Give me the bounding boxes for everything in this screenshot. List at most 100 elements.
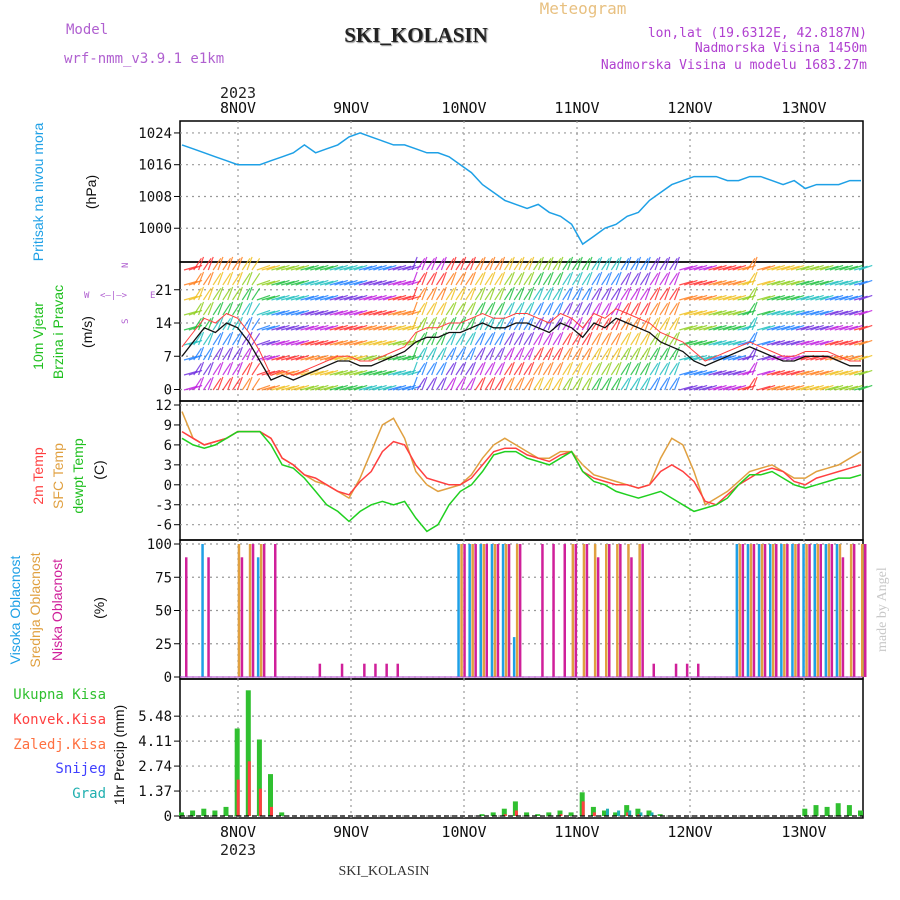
wind-arrow <box>416 302 426 316</box>
wind-arrow <box>586 331 593 346</box>
wind-arrow <box>795 310 810 316</box>
wind-arrow <box>596 316 603 331</box>
high-cloud-bar <box>780 544 783 677</box>
wind-arrow <box>484 302 494 316</box>
wind-arrow <box>518 286 525 301</box>
wind-arrow <box>329 340 344 346</box>
wind-arrow <box>344 324 358 331</box>
wind-arrow <box>547 301 554 316</box>
wind-arrow <box>853 355 868 361</box>
low-cloud-bar <box>240 557 244 677</box>
wind-arrow <box>494 272 503 286</box>
high-cloud-bar <box>824 544 828 677</box>
low-cloud-bar <box>496 544 500 677</box>
bottom-day-label: 12NOV <box>667 823 712 841</box>
wind-arrow <box>829 294 844 301</box>
wind-arrow <box>557 286 564 301</box>
wind-arrow <box>844 280 859 286</box>
wind-arrow <box>499 331 506 346</box>
mid-cloud-bar <box>582 544 586 677</box>
wind-arrow <box>839 339 854 346</box>
wind-arrow <box>202 302 212 316</box>
dewpt-line <box>181 430 862 533</box>
wind-arrow <box>285 369 300 376</box>
wind-arrow <box>664 316 671 331</box>
wind-arrow <box>440 256 447 271</box>
wind-arrow <box>649 257 659 271</box>
wind-arrow <box>567 301 574 316</box>
wind-arrow <box>295 354 310 361</box>
wind-arrow <box>853 265 868 271</box>
wind-arrow <box>479 301 486 316</box>
wind-arrow <box>436 362 445 376</box>
wind-arrow <box>236 361 243 376</box>
wind-arrow <box>746 347 756 361</box>
mid-cloud-bar <box>805 544 808 677</box>
wind-arrow <box>363 354 378 361</box>
wind-arrow <box>605 286 612 301</box>
wind-arrow <box>615 286 622 301</box>
year-top: 2023 <box>220 84 256 102</box>
wind-arrow <box>810 294 824 301</box>
wind-arrow <box>615 346 622 361</box>
wind-arrow <box>815 340 829 346</box>
wind-arrow <box>683 279 698 286</box>
wind-arrow <box>761 279 776 286</box>
wind-arrow <box>771 324 786 331</box>
wind-arrow <box>829 354 844 361</box>
wind-arrow <box>839 264 854 271</box>
wind-arrow <box>450 286 457 301</box>
wind-arrow <box>669 257 678 271</box>
bottom-day-label: 11NOV <box>554 823 599 841</box>
wind-arrow <box>630 317 639 331</box>
wind-arrow <box>300 340 315 346</box>
wind-arrow <box>649 377 659 391</box>
precip-panel-frame <box>179 678 864 819</box>
wind-arrow <box>251 302 261 316</box>
wind-arrow <box>348 340 363 346</box>
wind-arrow <box>620 317 630 331</box>
wind-arrow <box>654 361 661 376</box>
wind-arrow <box>339 340 354 346</box>
wind-arrow <box>411 301 418 316</box>
wind-gust-line <box>181 308 861 376</box>
wind-arrow <box>732 354 747 361</box>
wind-arrow <box>489 256 496 271</box>
wind-arrow <box>212 272 222 286</box>
wind-arrow <box>499 271 506 286</box>
total-rain-bar <box>501 808 507 816</box>
wind-arrow <box>713 264 727 271</box>
wind-arrow <box>858 264 873 271</box>
wind-arrow <box>630 362 639 376</box>
wind-arrow <box>518 256 525 271</box>
wind-arrow <box>795 385 810 391</box>
wind-arrow <box>271 340 286 346</box>
wind-arrow <box>508 301 515 316</box>
wind-arrow <box>581 287 591 301</box>
wind-arrow <box>280 385 295 391</box>
wind-arrow <box>416 347 426 361</box>
wind-arrow <box>314 279 329 286</box>
wind-arrow <box>761 369 776 376</box>
wind-arrow <box>339 295 354 301</box>
wind-arrow <box>474 302 484 316</box>
wind-arrow <box>586 301 593 316</box>
wind-arrow <box>416 377 426 391</box>
top-day-label: 11NOV <box>554 99 599 117</box>
compass-north: N <box>121 263 131 268</box>
wind-arrow <box>368 280 383 286</box>
wind-arrow <box>310 385 324 391</box>
wind-arrow <box>824 310 839 316</box>
wind-arrow <box>207 361 214 376</box>
wind-arrow <box>329 310 344 316</box>
wind-arrow <box>504 257 513 271</box>
wind-arrow <box>276 264 290 271</box>
wind-arrow <box>766 325 781 331</box>
wind-arrow <box>207 271 214 286</box>
low-cloud-bar <box>374 663 377 677</box>
wind-axis-title: 10m Vjetar <box>30 302 46 370</box>
wind-arrow <box>207 331 214 346</box>
wind-arrow <box>382 294 397 301</box>
wind-arrow <box>358 265 373 271</box>
